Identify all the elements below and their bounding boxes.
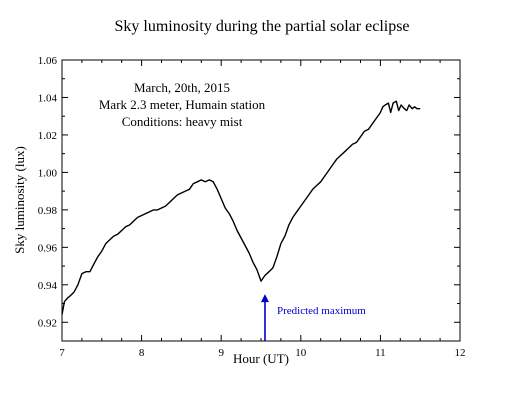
- annotation-block: March, 20th, 2015 Mark 2.3 meter, Humain…: [99, 80, 266, 129]
- axis-ticks: 7 8 9 10 11 12 0.92 0.94 0.96 0.98 1.00 1.02 1.04 1.0…: [38, 55, 466, 359]
- x-tick-label: 11: [375, 347, 386, 359]
- y-tick-label: 1.00: [38, 167, 58, 179]
- annotation-date: March, 20th, 2015: [134, 80, 230, 95]
- series-line: [61, 100, 421, 315]
- x-tick-label: 9: [218, 347, 224, 359]
- predicted-maximum-label: Predicted maximum: [277, 305, 366, 317]
- y-tick-label: 1.04: [38, 92, 58, 104]
- y-axis-label: Sky luminosity (lux): [12, 146, 27, 254]
- y-tick-label: 0.96: [38, 242, 58, 254]
- x-tick-label: 10: [295, 347, 307, 359]
- x-tick-label: 8: [139, 347, 145, 359]
- y-tick-label: 0.92: [38, 317, 57, 329]
- chart-title: Sky luminosity during the partial solar …: [114, 18, 409, 35]
- annotation-instrument: Mark 2.3 meter, Humain station: [99, 97, 266, 112]
- x-axis-label: Hour (UT): [233, 351, 289, 366]
- annotation-conditions: Conditions: heavy mist: [122, 114, 243, 129]
- predicted-maximum-marker: Predicted maximum: [260, 294, 366, 341]
- arrow-head-icon: [260, 294, 269, 303]
- y-tick-label: 1.02: [38, 130, 57, 142]
- y-tick-label: 0.98: [38, 205, 58, 217]
- x-tick-label: 12: [455, 347, 466, 359]
- y-tick-label: 0.94: [38, 280, 58, 292]
- y-tick-label: 1.06: [38, 55, 58, 67]
- x-tick-label: 7: [59, 347, 65, 359]
